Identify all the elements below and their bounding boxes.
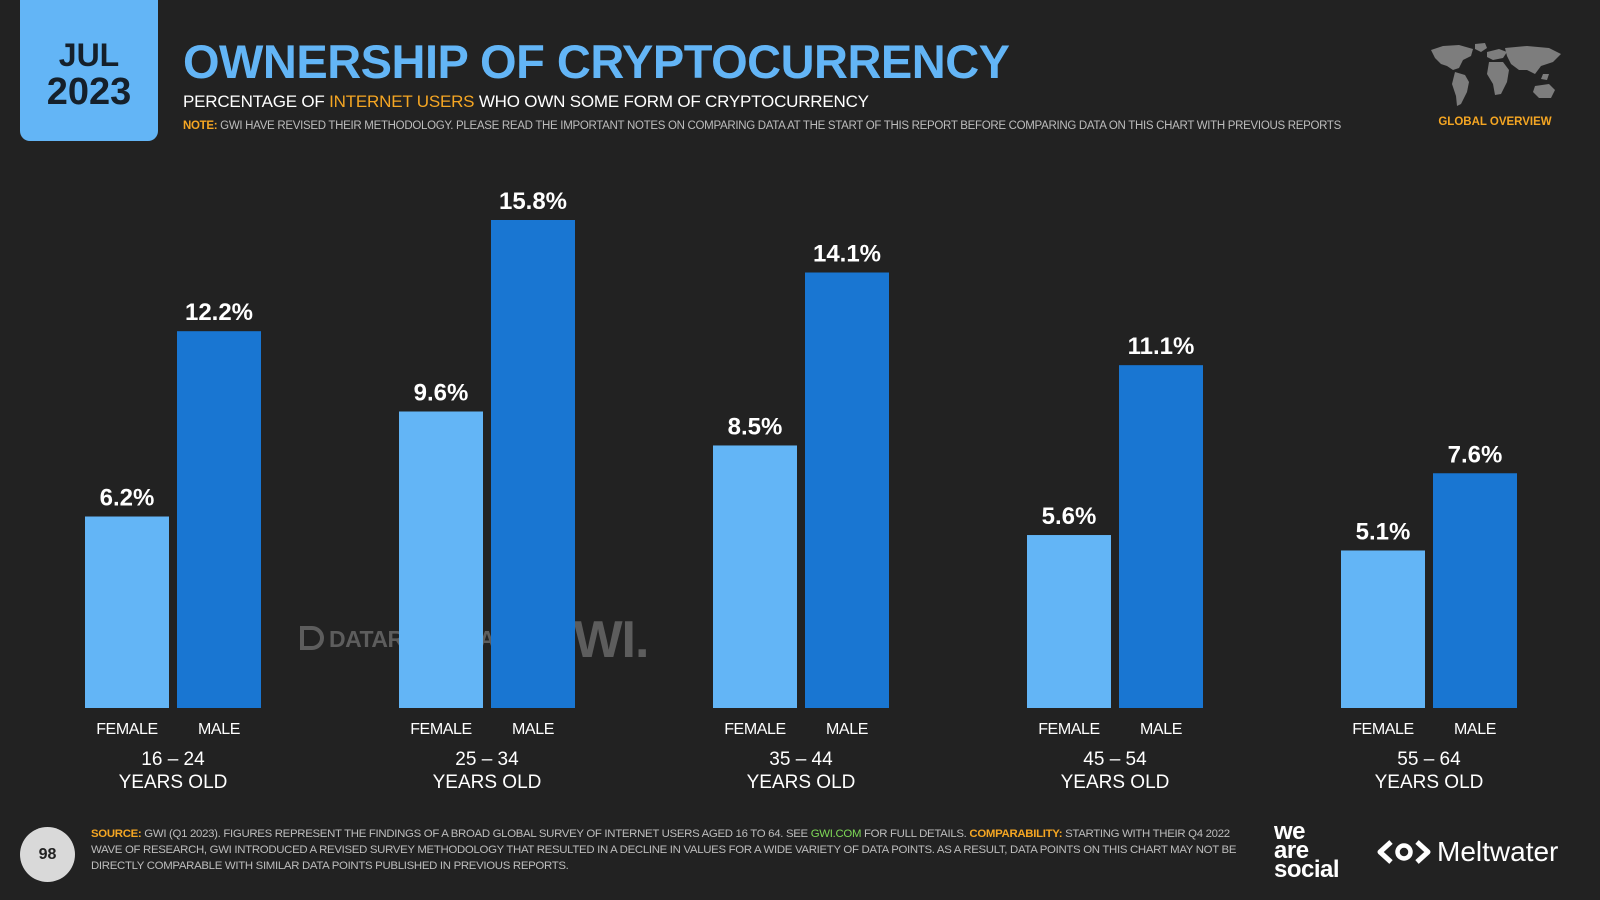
category-suffix-label: YEARS OLD [747,772,856,793]
source-note: SOURCE: GWI (Q1 2023). FIGURES REPRESENT… [91,826,1241,874]
category-suffix-label: YEARS OLD [1375,772,1484,793]
data-label-male: 11.1% [1128,333,1195,360]
series-label-male: MALE [198,721,240,738]
bar-female [1341,550,1425,708]
methodology-note: NOTE: GWI HAVE REVISED THEIR METHODOLOGY… [183,120,1341,132]
bar-female [85,516,169,708]
category-suffix-label: YEARS OLD [119,772,228,793]
we-are-social-logo: we are social [1274,818,1340,883]
page-number: 98 [20,827,75,882]
meltwater-mark-icon [1377,840,1431,864]
bar-male [491,220,575,708]
data-label-female: 5.1% [1356,518,1411,545]
category-label: 16 – 24 [141,749,205,770]
global-overview-label: GLOBAL OVERVIEW [1438,116,1552,128]
datareportal-logo-icon [300,626,324,650]
bar-male [1433,473,1517,708]
category-label: 25 – 34 [455,749,519,770]
data-label-female: 8.5% [728,413,783,440]
world-map-icon [1431,43,1561,106]
comparability-label: COMPARABILITY: [969,828,1063,840]
series-label-female: FEMALE [410,721,472,738]
meltwater-wordmark: Meltwater [1437,836,1559,867]
bar-male [1119,365,1203,708]
data-label-female: 9.6% [414,379,469,406]
note-label: NOTE: [183,120,218,132]
category-label: 35 – 44 [769,749,833,770]
date-badge: JUL 2023 [20,0,158,141]
page-subtitle: PERCENTAGE OF INTERNET USERS WHO OWN SOM… [183,92,869,112]
series-label-male: MALE [826,721,868,738]
logo-word-we: we [1274,818,1306,845]
page-title: OWNERSHIP OF CRYPTOCURRENCY [183,35,1010,88]
source-text-1: GWI (Q1 2023). FIGURES REPRESENT THE FIN… [141,828,811,840]
bar-male [177,331,261,708]
category-label: 55 – 64 [1397,749,1461,770]
data-label-female: 5.6% [1042,503,1097,530]
category-suffix-label: YEARS OLD [1061,772,1170,793]
source-label: SOURCE: [91,828,142,840]
logo-word-are: are [1274,837,1309,864]
logo-word-social: social [1274,856,1340,883]
bar-female [713,445,797,708]
series-label-female: FEMALE [96,721,158,738]
bar-male [805,272,889,708]
comparability-text: STARTING WITH THEIR Q4 2022 WAVE OF RESE… [91,828,1237,872]
date-month: JUL [58,37,120,73]
data-label-male: 14.1% [813,241,881,268]
series-label-female: FEMALE [724,721,786,738]
date-year: 2023 [46,71,132,113]
bar-female [1027,535,1111,708]
subtitle-prefix: PERCENTAGE OF [183,92,330,111]
data-label-male: 7.6% [1448,441,1503,468]
subtitle-suffix: WHO OWN SOME FORM OF CRYPTOCURRENCY [474,92,869,111]
series-label-male: MALE [512,721,554,738]
source-link[interactable]: GWI.COM [810,828,862,840]
category-suffix-label: YEARS OLD [433,772,542,793]
subtitle-highlight: INTERNET USERS [329,92,475,111]
note-text: GWI HAVE REVISED THEIR METHODOLOGY. PLEA… [217,120,1342,132]
bar-female [399,411,483,708]
category-label: 45 – 54 [1083,749,1147,770]
meltwater-logo: Meltwater [1377,836,1558,868]
series-label-male: MALE [1454,721,1496,738]
data-label-female: 6.2% [100,485,155,512]
series-label-male: MALE [1140,721,1182,738]
data-label-male: 12.2% [185,299,253,326]
source-text-2: FOR FULL DETAILS. [861,828,970,840]
series-label-female: FEMALE [1038,721,1100,738]
series-label-female: FEMALE [1352,721,1414,738]
data-label-male: 15.8% [499,188,567,215]
